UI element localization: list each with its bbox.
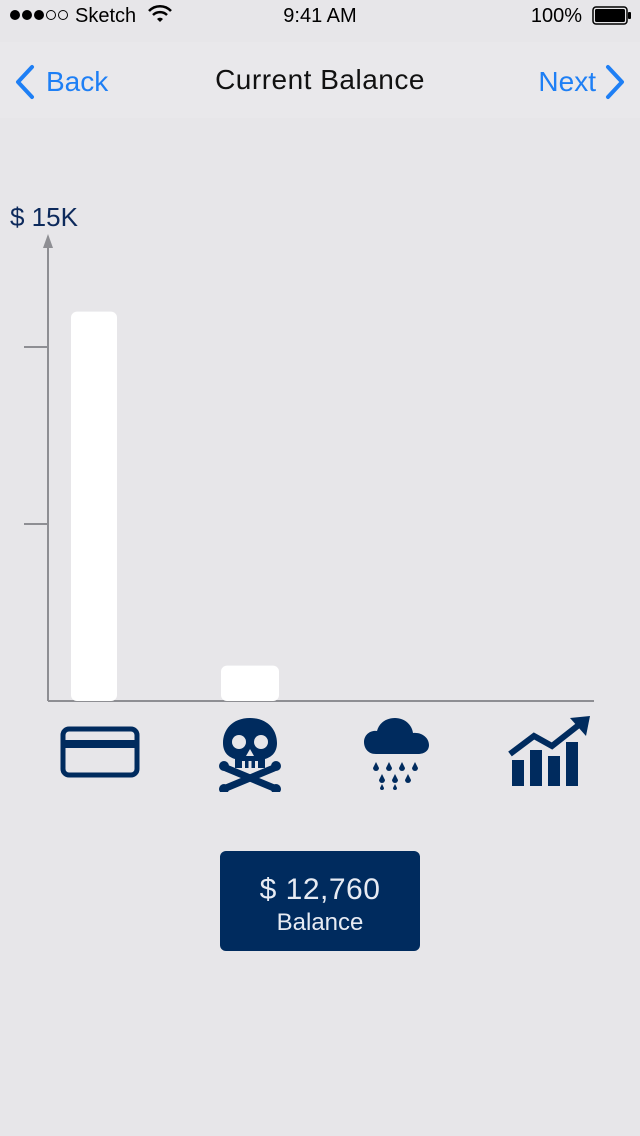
chevron-right-icon — [606, 65, 624, 99]
category-icons-row — [0, 712, 640, 802]
skull-crossbones-icon[interactable] — [218, 716, 282, 792]
battery-icon — [592, 6, 632, 25]
balance-bar-chart — [24, 234, 594, 702]
rain-cloud-icon[interactable] — [362, 716, 432, 792]
bar-debt — [221, 665, 279, 701]
y-axis-max-label: $ 15K — [10, 202, 78, 232]
chevron-left-icon — [16, 65, 34, 99]
page-title: Current Balance — [215, 64, 425, 95]
wifi-icon — [148, 4, 172, 30]
navigation-bar: Back Current Balance Next — [0, 42, 640, 118]
signal-strength-icon — [10, 10, 68, 20]
battery-percentage: 100% — [530, 5, 582, 27]
bar-credit-card — [71, 311, 117, 701]
balance-summary-button[interactable]: $ 12,760 Balance — [220, 851, 420, 951]
next-button-label: Next — [538, 66, 596, 97]
clock: 9:41 AM — [283, 5, 357, 27]
balance-label: Balance — [276, 909, 364, 936]
credit-card-icon[interactable] — [60, 726, 140, 778]
growth-chart-icon[interactable] — [506, 716, 592, 788]
back-button[interactable]: Back — [14, 64, 108, 100]
carrier-name: Sketch — [75, 5, 137, 27]
next-button[interactable]: Next — [538, 64, 626, 100]
status-bar: Sketch 9:41 AM 100% — [0, 0, 640, 40]
y-axis-arrow — [43, 234, 53, 248]
back-button-label: Back — [46, 66, 109, 97]
balance-amount: $ 12,760 — [259, 873, 381, 906]
